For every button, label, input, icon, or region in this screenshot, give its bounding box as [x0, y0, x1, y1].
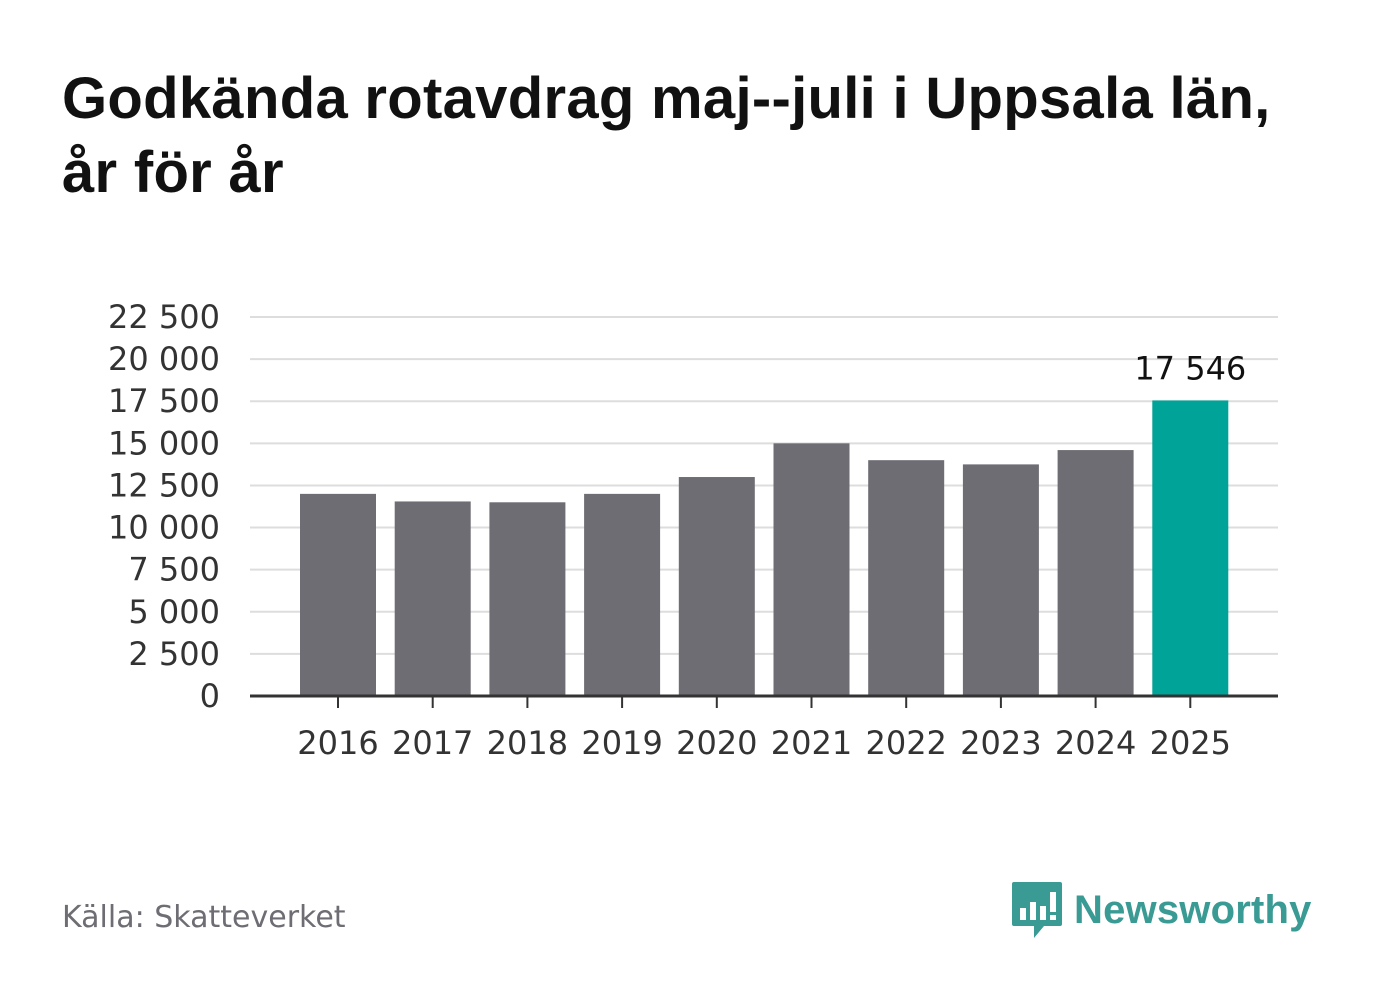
x-tick-label: 2025 [1150, 724, 1231, 762]
x-tick-label: 2020 [676, 724, 757, 762]
x-tick-label: 2018 [487, 724, 568, 762]
source-note: Källa: Skatteverket [62, 900, 346, 935]
y-tick-label: 17 500 [108, 382, 220, 420]
x-tick-label: 2021 [771, 724, 852, 762]
x-tick-label: 2024 [1055, 724, 1136, 762]
y-tick-label: 15 000 [108, 424, 220, 462]
x-tick-label: 2019 [581, 724, 662, 762]
y-tick-label: 2 500 [128, 635, 220, 673]
brand-name: Newsworthy [1074, 887, 1312, 932]
bar [773, 443, 850, 696]
newsworthy-bar-icon [1012, 882, 1062, 938]
chart-title: Godkända rotavdrag maj--juli i Uppsala l… [62, 66, 1271, 205]
y-tick-label: 20 000 [108, 340, 220, 378]
x-tick-label: 2023 [960, 724, 1041, 762]
bar [300, 493, 376, 696]
bar [1057, 450, 1134, 696]
x-tick-label: 2017 [392, 724, 473, 762]
bar [962, 464, 1039, 696]
bar [489, 502, 566, 696]
y-tick-label: 7 500 [128, 551, 220, 589]
y-tick-label: 10 000 [108, 509, 220, 547]
x-tick-label: 2022 [865, 724, 946, 762]
y-tick-label: 22 500 [108, 298, 220, 336]
bar [1152, 400, 1229, 696]
brand-logo: Newsworthy [1010, 878, 1312, 942]
bar [584, 493, 661, 696]
y-tick-label: 5 000 [128, 593, 220, 631]
x-tick-label: 2016 [297, 724, 378, 762]
y-tick-label: 12 500 [108, 466, 220, 504]
bar [868, 460, 945, 696]
bar [394, 501, 471, 696]
bar [678, 477, 755, 696]
data-label: 17 546 [1134, 349, 1246, 387]
y-tick-label: 0 [200, 677, 220, 715]
